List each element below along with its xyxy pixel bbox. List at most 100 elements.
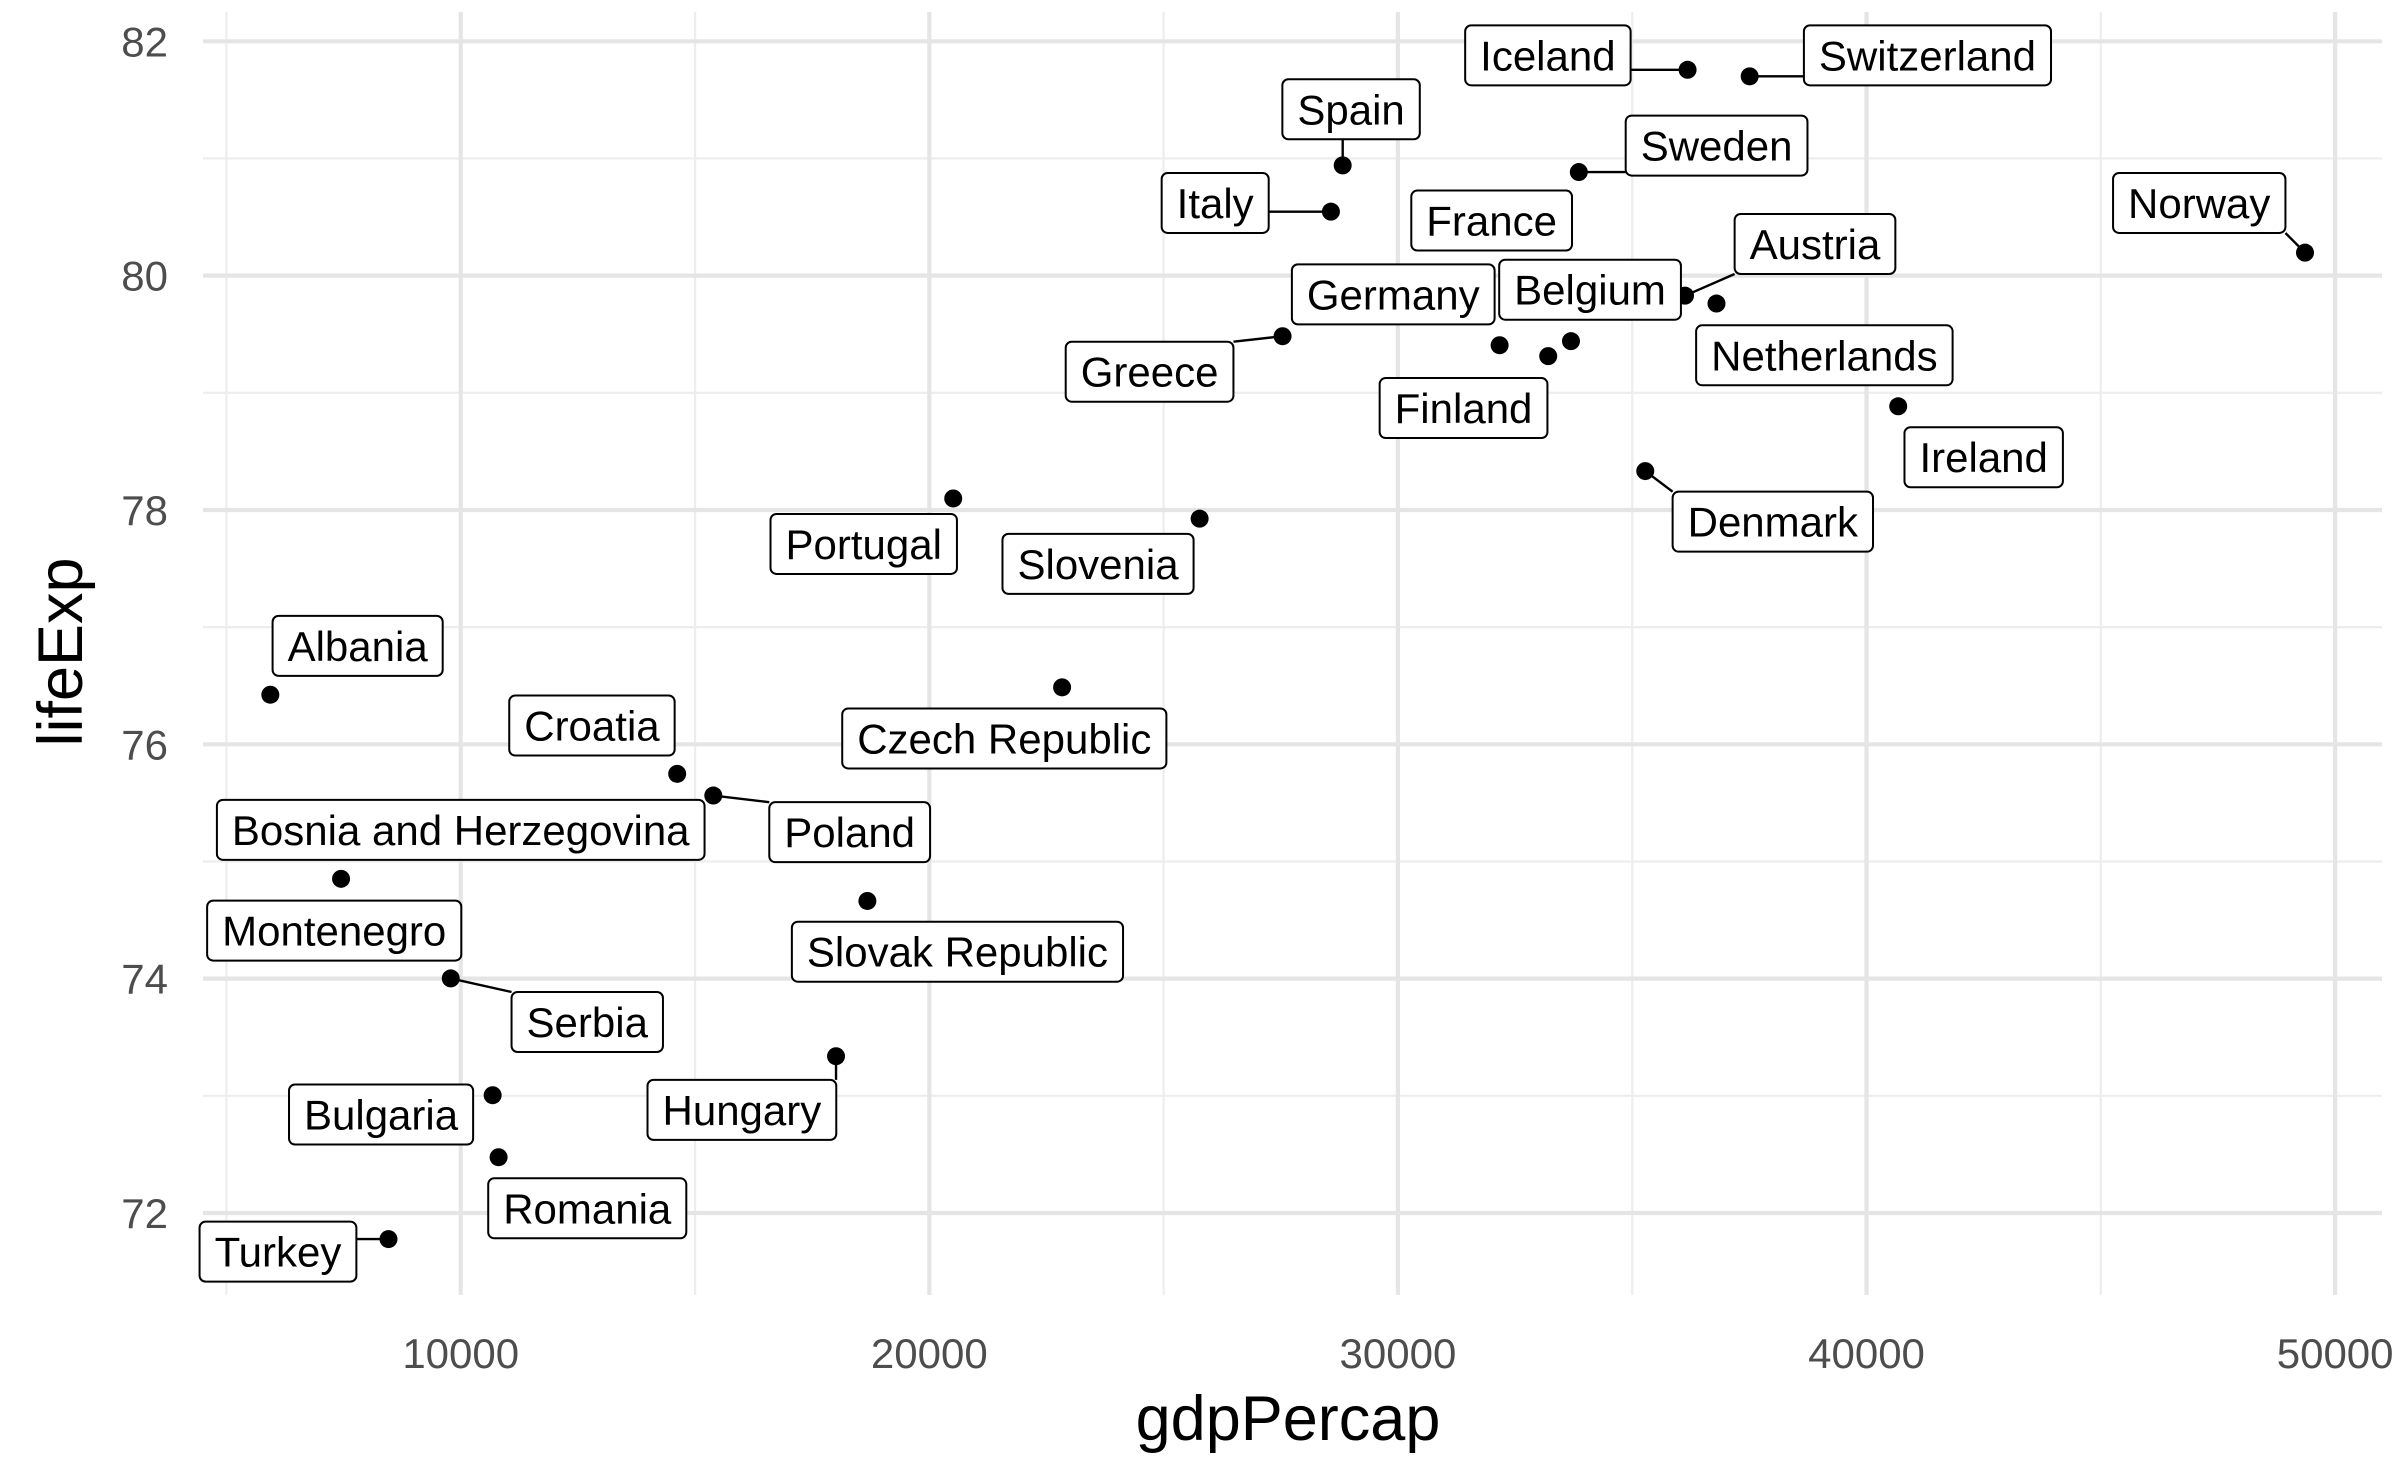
point-label: Spain xyxy=(1281,78,1421,141)
point-label-box xyxy=(1498,258,1682,321)
data-points xyxy=(261,60,2315,1249)
point-label-text: Switzerland xyxy=(1819,32,2036,79)
point-label-box xyxy=(1671,490,1875,553)
point-label-text: Serbia xyxy=(527,999,649,1046)
point-label: Switzerland xyxy=(1802,24,2053,87)
point-label-text: Italy xyxy=(1177,180,1254,227)
x-tick-label: 30000 xyxy=(1340,1330,1457,1377)
point-label: Bulgaria xyxy=(288,1083,475,1146)
point-label: Serbia xyxy=(510,990,664,1053)
data-point xyxy=(944,489,963,508)
point-label-text: Czech Republic xyxy=(857,715,1151,762)
point-label: Croatia xyxy=(508,694,676,757)
y-tick-label: 80 xyxy=(121,253,168,300)
point-label: Bosnia and Herzegovina xyxy=(215,798,706,861)
data-point xyxy=(1273,327,1292,346)
point-label-text: Iceland xyxy=(1480,32,1615,79)
y-tick-label: 72 xyxy=(121,1190,168,1237)
point-label-text: Germany xyxy=(1307,271,1480,318)
point-label: Poland xyxy=(768,801,932,864)
point-label: Slovak Republic xyxy=(790,920,1125,983)
label-leader-lines xyxy=(356,68,2306,1241)
y-tick-label: 78 xyxy=(121,487,168,534)
data-point xyxy=(1740,67,1759,86)
point-labels: Iceland Switzerland Spain Sweden Italy France… xyxy=(198,24,2287,1283)
point-label-box xyxy=(1001,532,1195,595)
point-label-box xyxy=(1378,377,1549,440)
point-label-box xyxy=(215,798,706,861)
point-label-text: Norway xyxy=(2128,180,2270,227)
label-leader-line xyxy=(713,794,770,804)
point-label-text: Bulgaria xyxy=(304,1092,459,1139)
data-point xyxy=(1889,397,1908,416)
point-label: Iceland xyxy=(1464,24,1632,87)
point-label: Romania xyxy=(487,1177,688,1240)
data-point xyxy=(1636,462,1655,481)
data-point xyxy=(261,685,280,704)
point-label: Denmark xyxy=(1671,490,1875,553)
point-label-box xyxy=(1733,212,1897,275)
point-label-box xyxy=(510,990,664,1053)
point-label-text: Hungary xyxy=(663,1087,822,1134)
point-label: Ireland xyxy=(1903,426,2064,489)
point-label-box xyxy=(769,512,958,575)
data-point xyxy=(858,891,877,910)
y-tick-label: 74 xyxy=(121,956,168,1003)
point-label-box xyxy=(768,801,932,864)
point-label-box xyxy=(1903,426,2064,489)
data-point xyxy=(441,969,460,988)
point-label-text: Netherlands xyxy=(1711,332,1937,379)
point-label: Norway xyxy=(2112,171,2287,234)
label-leader-line xyxy=(450,977,512,994)
data-point xyxy=(704,786,723,805)
point-label: Turkey xyxy=(198,1220,358,1283)
point-label-box xyxy=(646,1078,838,1141)
x-axis-title: gdpPercap xyxy=(1136,1384,1441,1454)
data-point xyxy=(1539,347,1558,366)
data-point xyxy=(379,1230,398,1249)
point-label-box xyxy=(206,899,463,962)
data-point xyxy=(1569,163,1588,182)
data-point xyxy=(332,869,351,888)
point-label-text: Austria xyxy=(1750,221,1881,268)
point-label: Austria xyxy=(1733,212,1897,275)
y-tick-label: 76 xyxy=(121,721,168,768)
data-point xyxy=(1333,156,1352,175)
point-label-box xyxy=(2112,171,2287,234)
data-point xyxy=(1321,202,1340,221)
data-point xyxy=(1561,332,1580,351)
point-label-box xyxy=(1064,340,1235,403)
point-label-text: Spain xyxy=(1297,86,1404,133)
point-label-text: Slovenia xyxy=(1017,541,1179,588)
data-point xyxy=(1678,60,1697,79)
point-label-text: Portugal xyxy=(786,521,942,568)
point-label: Sweden xyxy=(1624,114,1809,177)
point-label-text: Ireland xyxy=(1919,434,2047,481)
x-tick-label: 20000 xyxy=(871,1330,988,1377)
point-label: Montenegro xyxy=(206,899,463,962)
point-label: France xyxy=(1410,189,1574,252)
point-label-text: Turkey xyxy=(215,1229,342,1276)
point-label-text: Greece xyxy=(1081,349,1219,396)
point-label-text: Denmark xyxy=(1688,499,1859,546)
point-label-text: Romania xyxy=(503,1185,672,1232)
point-label-text: France xyxy=(1426,198,1557,245)
point-label-box xyxy=(1290,263,1496,326)
point-label-box xyxy=(1160,171,1270,234)
point-label-box xyxy=(271,614,444,677)
data-point xyxy=(483,1086,502,1105)
point-label-text: Poland xyxy=(784,809,915,856)
y-tick-label: 82 xyxy=(121,18,168,65)
point-label-box xyxy=(487,1177,688,1240)
y-axis-title: lifeExp xyxy=(26,557,96,746)
data-point xyxy=(489,1148,508,1167)
point-label-box xyxy=(1410,189,1574,252)
point-label-box xyxy=(288,1083,475,1146)
point-label-text: Bosnia and Herzegovina xyxy=(232,807,690,854)
point-label-text: Croatia xyxy=(524,703,660,750)
data-point xyxy=(1053,678,1072,697)
point-label-text: Slovak Republic xyxy=(807,929,1108,976)
y-axis-ticks: 72 74 76 78 80 82 xyxy=(121,18,168,1237)
point-label-text: Sweden xyxy=(1641,123,1793,170)
